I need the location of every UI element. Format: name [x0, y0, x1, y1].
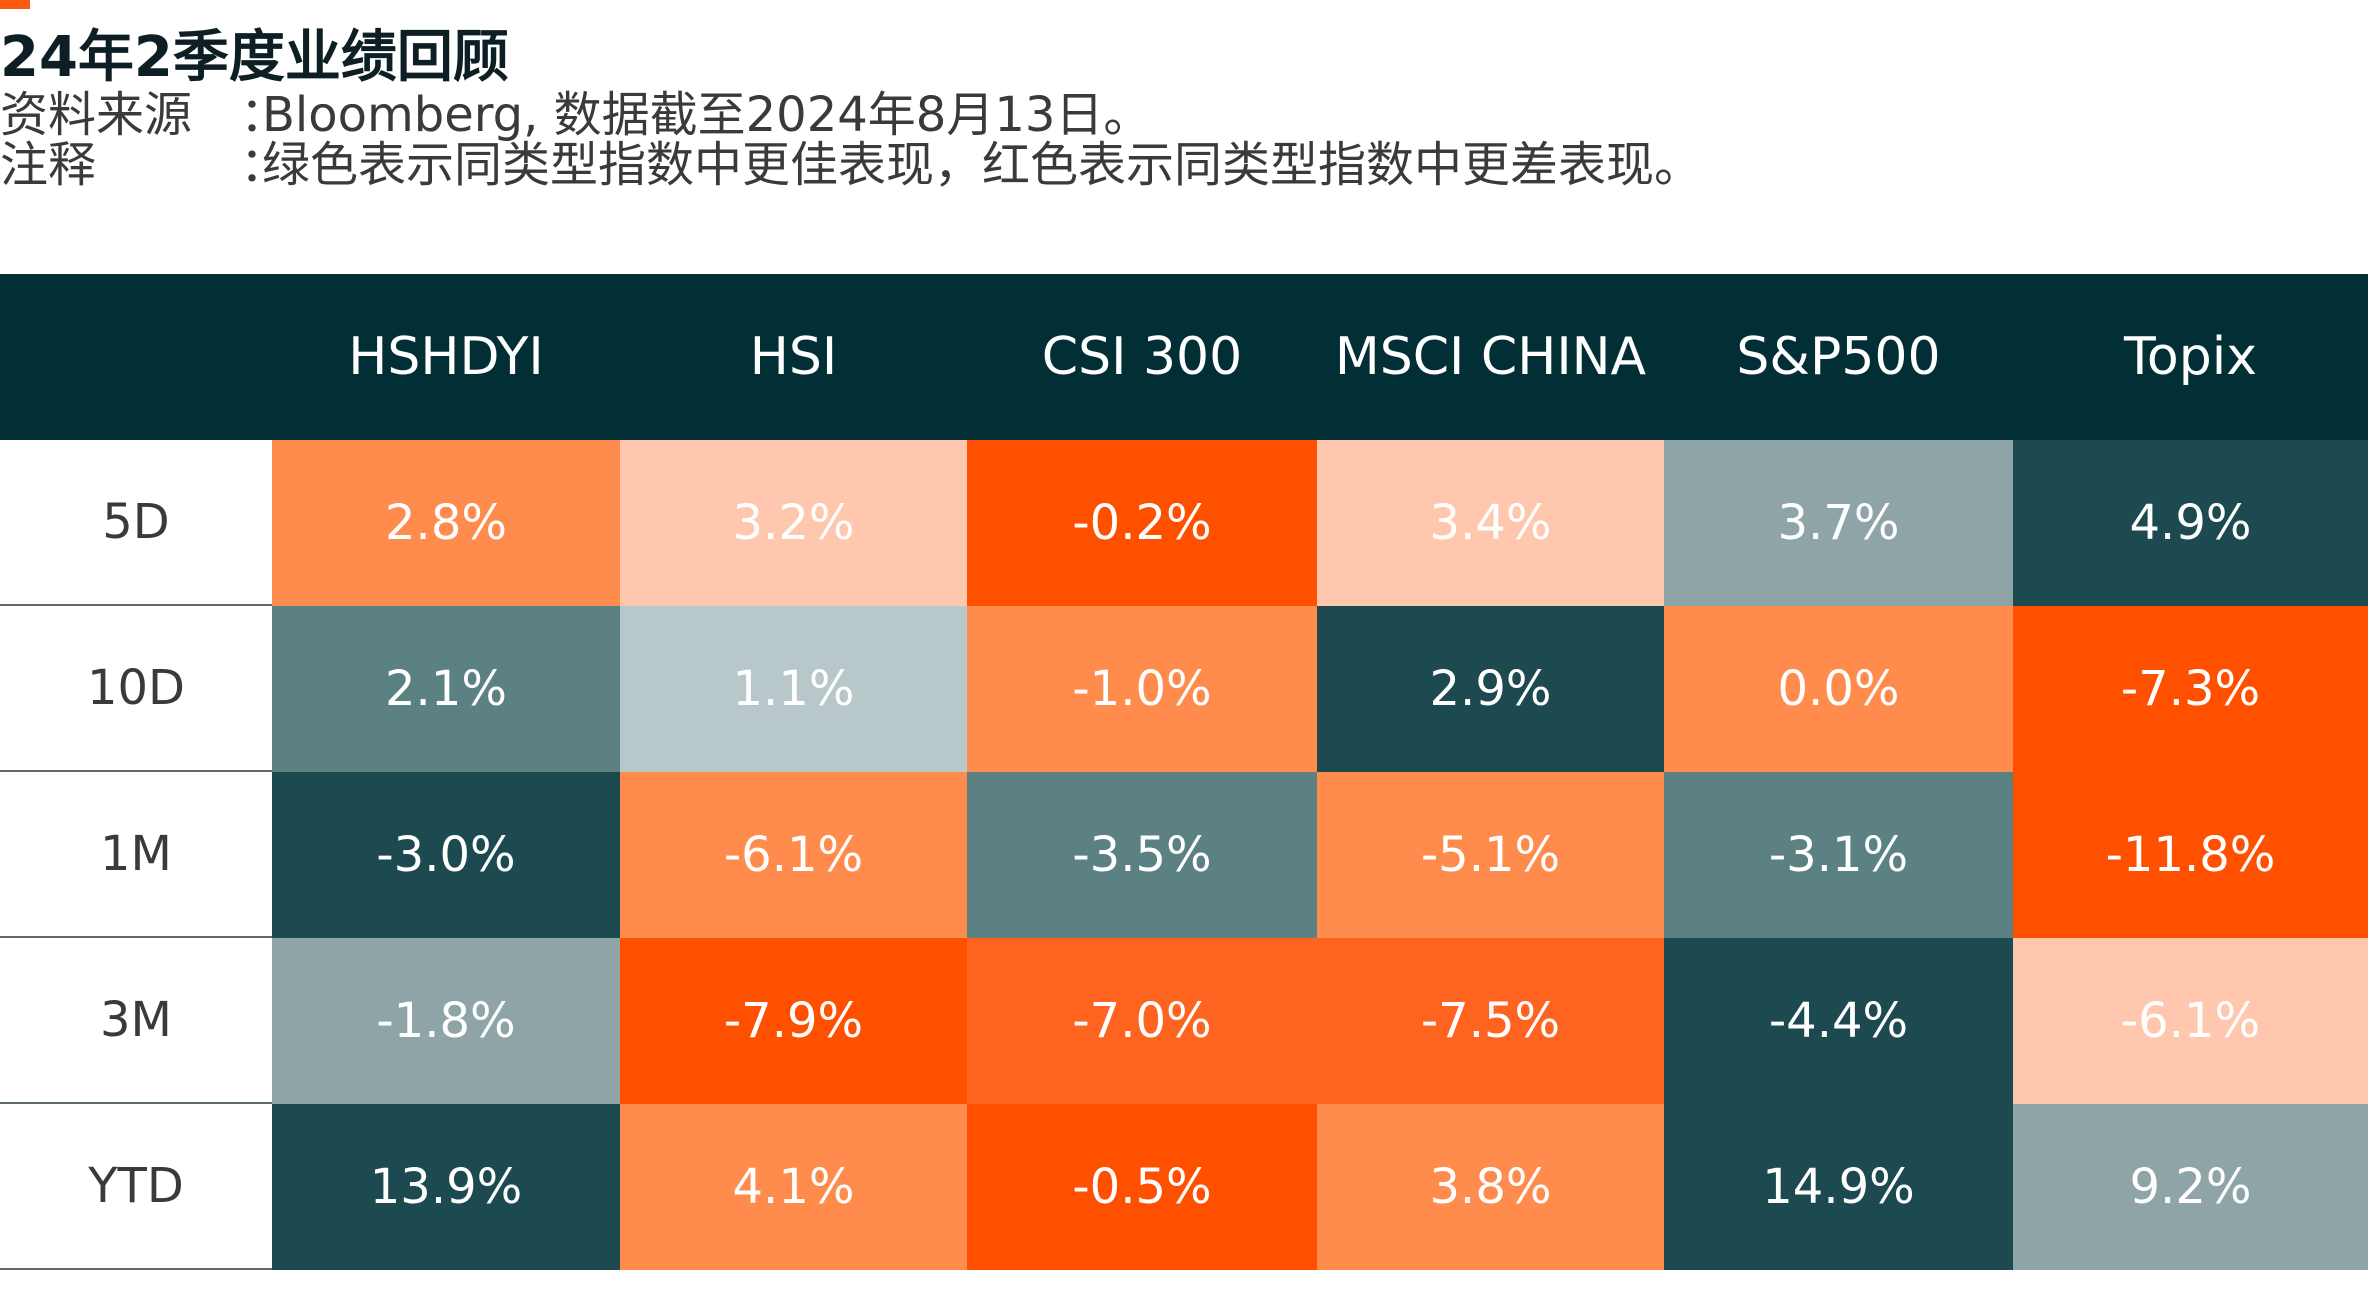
table-cell: -7.9%: [620, 938, 967, 1104]
table-cell: 2.8%: [272, 440, 620, 606]
table-cell: -11.8%: [2013, 772, 2368, 938]
table-row: 5D 2.8% 3.2% -0.2% 3.4% 3.7% 4.9%: [0, 440, 2368, 606]
row-label: YTD: [0, 1104, 272, 1270]
table-cell: -0.5%: [967, 1104, 1317, 1270]
table-row: 3M -1.8% -7.9% -7.0% -7.5% -4.4% -6.1%: [0, 938, 2368, 1104]
table-cell: -0.2%: [967, 440, 1317, 606]
row-label: 10D: [0, 606, 272, 772]
table-cell: -6.1%: [620, 772, 967, 938]
row-label: 1M: [0, 772, 272, 938]
table-cell: -7.5%: [1317, 938, 1664, 1104]
table-cell: 13.9%: [272, 1104, 620, 1270]
note-value: 绿色表示同类型指数中更佳表现，红色表示同类型指数中更差表现。: [262, 137, 1703, 193]
table-cell: -3.0%: [272, 772, 620, 938]
table-cell: -6.1%: [2013, 938, 2368, 1104]
table-cell: 4.1%: [620, 1104, 967, 1270]
source-value: Bloomberg, 数据截至2024年8月13日。: [262, 87, 1152, 143]
table-cell: 2.9%: [1317, 606, 1664, 772]
page-title: 24年2季度业绩回顾: [0, 25, 509, 90]
column-header: HSI: [749, 327, 838, 387]
table-cell: 3.8%: [1317, 1104, 1664, 1270]
table-cell: -1.8%: [272, 938, 620, 1104]
table-cell: -1.0%: [967, 606, 1317, 772]
note-label: 注释: [0, 137, 97, 193]
column-header: Topix: [2124, 327, 2257, 387]
table-cell: -5.1%: [1317, 772, 1664, 938]
table-cell: 0.0%: [1664, 606, 2013, 772]
table-row: 10D 2.1% 1.1% -1.0% 2.9% 0.0% -7.3%: [0, 606, 2368, 772]
row-label: 3M: [0, 938, 272, 1104]
table-header: HSHDYI HSI CSI 300 MSCI CHINA S&P500 Topix: [0, 274, 2368, 440]
accent-bar: [0, 0, 30, 9]
row-label: 5D: [0, 440, 272, 606]
table-cell: -3.1%: [1664, 772, 2013, 938]
table-cell: -7.3%: [2013, 606, 2368, 772]
source-colon: ：: [240, 87, 289, 143]
column-header: CSI 300: [1041, 327, 1243, 387]
table-cell: -4.4%: [1664, 938, 2013, 1104]
table-cell: -7.0%: [967, 938, 1317, 1104]
note-line: 注释 ：绿色表示同类型指数中更佳表现，红色表示同类型指数中更差表现。: [0, 138, 1702, 192]
source-label: 资料来源: [0, 87, 193, 143]
column-header: MSCI CHINA: [1334, 327, 1647, 387]
table-row: 1M -3.0% -6.1% -3.5% -5.1% -3.1% -11.8%: [0, 772, 2368, 938]
table-cell: 4.9%: [2013, 440, 2368, 606]
table-cell: 9.2%: [2013, 1104, 2368, 1270]
table-cell: 3.2%: [620, 440, 967, 606]
table-cell: 3.4%: [1317, 440, 1664, 606]
table-row: YTD 13.9% 4.1% -0.5% 3.8% 14.9% 9.2%: [0, 1104, 2368, 1270]
column-header: HSHDYI: [348, 327, 544, 387]
source-line: 资料来源 ：Bloomberg, 数据截至2024年8月13日。: [0, 88, 1151, 142]
table-cell: 14.9%: [1664, 1104, 2013, 1270]
table-cell: 1.1%: [620, 606, 967, 772]
table-cell: 3.7%: [1664, 440, 2013, 606]
note-colon: ：: [240, 137, 289, 193]
table-cell: -3.5%: [967, 772, 1317, 938]
column-header: S&P500: [1736, 327, 1941, 387]
table-cell: 2.1%: [272, 606, 620, 772]
